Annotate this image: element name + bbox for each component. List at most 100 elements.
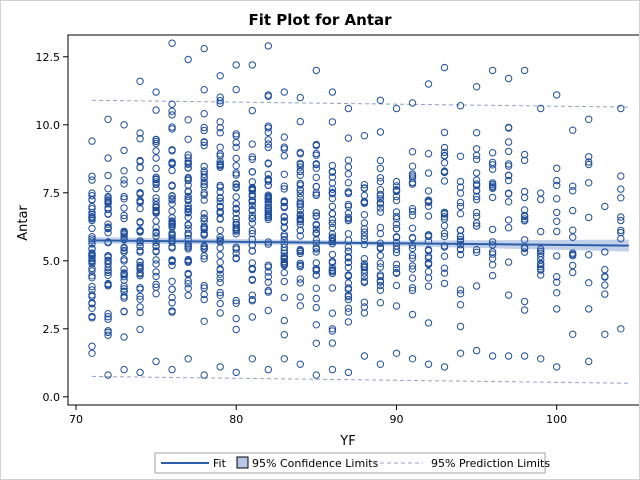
data-point (488, 250, 497, 258)
data-point (248, 190, 257, 199)
data-point (184, 202, 192, 210)
data-point (264, 136, 272, 144)
data-point (488, 254, 497, 263)
data-point (537, 245, 545, 253)
data-point (344, 134, 353, 142)
data-point (424, 360, 433, 368)
data-point (200, 371, 208, 379)
data-point (312, 303, 320, 312)
data-point (104, 263, 112, 272)
data-point (248, 61, 257, 69)
data-point (104, 313, 112, 321)
data-point (232, 61, 240, 69)
data-point (232, 180, 240, 188)
data-point (232, 299, 240, 307)
data-point (200, 290, 208, 299)
data-point (184, 229, 192, 238)
data-point (328, 188, 337, 197)
data-point (376, 360, 385, 368)
data-point (152, 272, 160, 281)
data-point (168, 158, 176, 166)
data-point (504, 160, 513, 168)
data-point (296, 360, 304, 368)
data-point (216, 129, 224, 137)
data-point (200, 295, 208, 304)
data-point (312, 66, 320, 75)
data-point (184, 277, 192, 285)
data-point (120, 246, 128, 255)
data-point (280, 231, 288, 239)
data-point (312, 191, 320, 199)
data-point (424, 319, 433, 327)
data-point (168, 39, 176, 47)
data-point (344, 368, 353, 377)
data-point (200, 170, 208, 179)
data-point (296, 247, 304, 255)
data-point (312, 209, 320, 217)
data-point (104, 331, 112, 339)
fit-line (92, 239, 629, 247)
data-point (601, 248, 609, 256)
data-point (232, 184, 240, 192)
data-point (328, 250, 337, 259)
data-point (376, 251, 385, 260)
data-point (553, 181, 561, 190)
data-point (248, 168, 257, 176)
data-point (456, 245, 465, 253)
data-point (152, 201, 160, 209)
data-point (440, 208, 449, 217)
data-point (472, 222, 481, 230)
data-point (440, 148, 449, 157)
data-point (360, 184, 369, 192)
data-point (232, 221, 240, 229)
data-point (392, 302, 401, 310)
data-point (456, 286, 465, 294)
data-point (312, 229, 320, 238)
data-point (216, 209, 224, 217)
data-point (120, 230, 128, 238)
data-point (296, 167, 304, 176)
data-point (296, 159, 304, 168)
data-point (504, 224, 513, 232)
data-point (296, 302, 304, 310)
data-point (280, 197, 288, 205)
data-point (200, 230, 208, 239)
data-point (152, 290, 160, 298)
data-point (184, 257, 192, 265)
data-point (344, 258, 353, 267)
data-point (120, 307, 128, 315)
data-point (488, 179, 497, 187)
data-point (344, 291, 353, 299)
data-point (520, 66, 529, 75)
data-point (360, 309, 369, 317)
data-point (360, 132, 369, 140)
data-point (328, 327, 337, 335)
data-point (504, 138, 513, 146)
data-point (184, 204, 192, 213)
data-point (200, 141, 208, 150)
data-point (264, 215, 272, 224)
data-point (88, 245, 96, 253)
data-point (200, 110, 208, 118)
data-point (585, 305, 593, 313)
data-point (88, 267, 96, 275)
data-point (360, 219, 369, 227)
data-point (392, 225, 401, 233)
data-point (184, 55, 192, 64)
data-point (376, 229, 385, 238)
data-point (232, 162, 240, 170)
data-point (280, 217, 288, 225)
data-point (617, 226, 625, 235)
x-axis-title: YF (339, 434, 355, 449)
data-point (585, 251, 593, 259)
data-point (152, 154, 160, 162)
data-point (264, 240, 272, 248)
data-point (184, 280, 192, 288)
data-point (504, 123, 513, 132)
data-point (264, 177, 272, 185)
data-point (232, 85, 240, 94)
data-point (569, 206, 577, 215)
data-point (248, 247, 257, 255)
data-point (376, 199, 385, 207)
chart-title: Fit Plot for Antar (248, 11, 392, 29)
